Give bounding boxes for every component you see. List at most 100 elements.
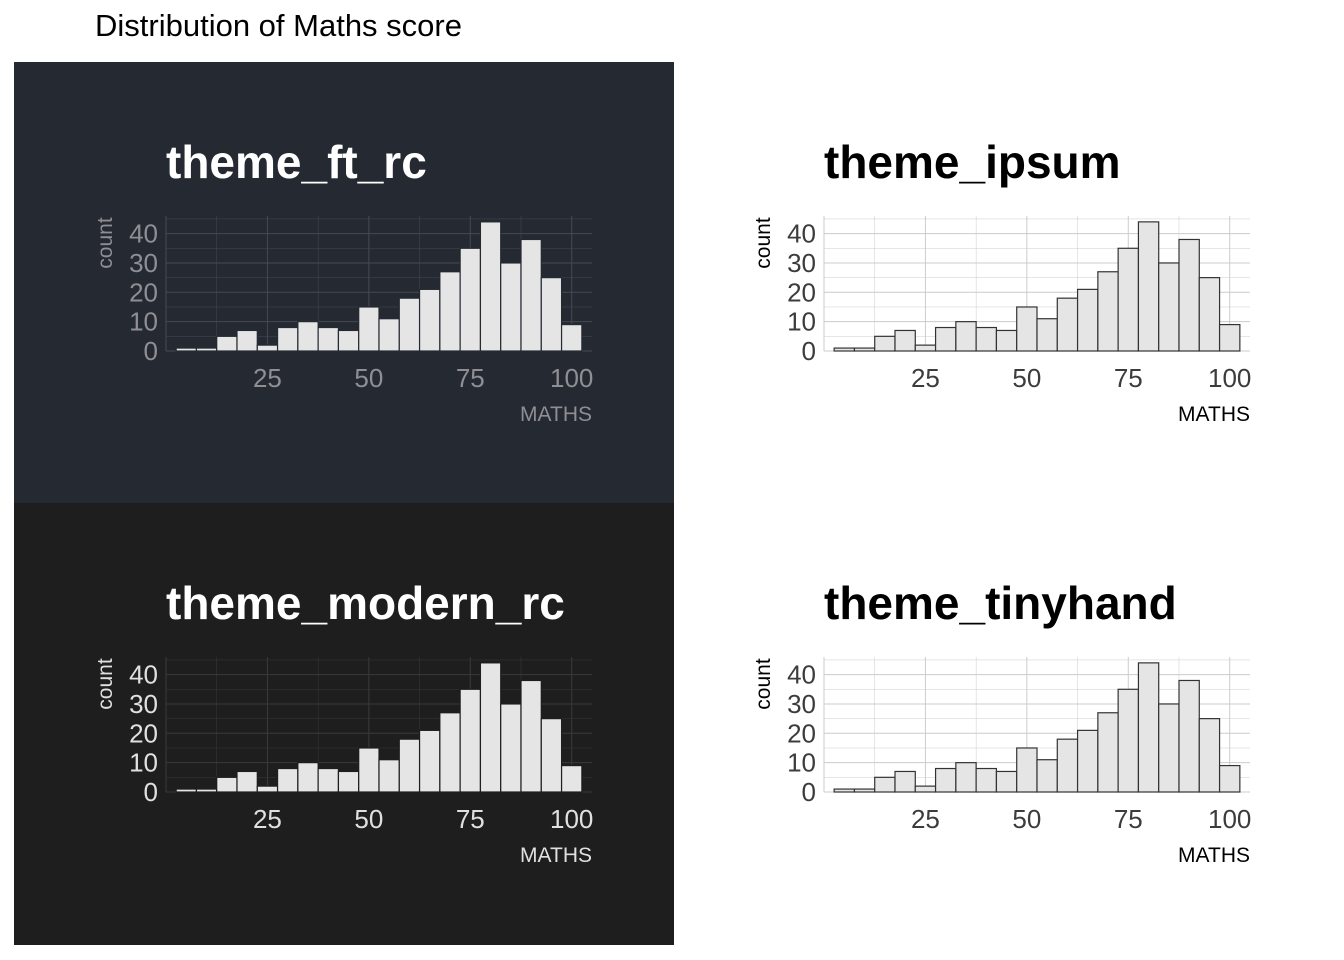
y-tick-label: 30 xyxy=(787,689,816,719)
y-tick-label: 10 xyxy=(787,307,816,337)
page-title: Distribution of Maths score xyxy=(95,8,462,43)
histogram-bar xyxy=(236,770,258,793)
histogram-bar xyxy=(297,762,319,793)
y-tick-label: 0 xyxy=(144,336,158,366)
histogram-bar xyxy=(276,767,299,793)
y-tick-label: 20 xyxy=(129,277,158,307)
histogram-bar xyxy=(317,767,340,793)
histogram-bar xyxy=(914,785,937,793)
histogram-bar xyxy=(1056,297,1079,352)
histogram-bar xyxy=(439,271,461,352)
histogram-bar xyxy=(833,347,856,352)
x-tick-label: 25 xyxy=(253,363,282,393)
y-tick-label: 0 xyxy=(802,777,816,807)
histogram-bar xyxy=(1198,277,1221,352)
histogram-bar xyxy=(297,321,319,352)
bars xyxy=(175,221,583,352)
histogram-bar xyxy=(358,747,380,793)
histogram-bar xyxy=(1016,747,1038,793)
histogram-bar xyxy=(195,347,218,352)
histogram-bar xyxy=(216,335,238,352)
x-tick-label: 25 xyxy=(911,363,940,393)
x-tick-label: 100 xyxy=(550,804,593,834)
y-tick-label: 20 xyxy=(787,277,816,307)
y-axis-label: count xyxy=(94,217,117,269)
histogram-bar xyxy=(520,679,542,793)
histogram-bar xyxy=(337,770,360,793)
histogram-bar xyxy=(418,288,441,352)
x-axis-label: MATHS xyxy=(520,844,592,867)
histogram-bar xyxy=(398,738,421,793)
bars xyxy=(833,221,1241,352)
histogram-bar xyxy=(276,326,299,352)
y-tick-label: 40 xyxy=(787,219,816,249)
x-tick-label: 50 xyxy=(354,804,383,834)
histogram-bar xyxy=(398,297,421,352)
histogram-bar xyxy=(337,329,360,352)
histogram-bar xyxy=(874,335,896,352)
histogram-bar xyxy=(479,221,502,352)
y-axis-label: count xyxy=(752,217,775,269)
histogram-bar xyxy=(934,767,957,793)
y-tick-label: 0 xyxy=(802,336,816,366)
chart-panel-modern-rc: 0 10 20 30 40 25 50 75 100 MATHS count theme_modern… xyxy=(14,503,674,945)
histogram-bar xyxy=(560,764,583,793)
histogram-bar xyxy=(894,329,916,352)
x-tick-label: 75 xyxy=(1114,363,1143,393)
x-axis-label: MATHS xyxy=(520,403,592,426)
x-tick-label: 100 xyxy=(1208,804,1251,834)
bars xyxy=(833,662,1241,793)
bars xyxy=(175,662,583,793)
histogram-bar xyxy=(975,326,998,352)
histogram-bar xyxy=(479,662,502,793)
y-tick-label: 40 xyxy=(787,660,816,690)
panel-background xyxy=(14,503,674,945)
histogram-bar xyxy=(853,788,876,793)
histogram-bar xyxy=(995,329,1018,352)
x-tick-label: 75 xyxy=(456,363,485,393)
x-tick-label: 100 xyxy=(550,363,593,393)
x-tick-label: 75 xyxy=(456,804,485,834)
histogram-bar xyxy=(418,729,441,793)
histogram-bar xyxy=(914,344,937,352)
histogram-bar xyxy=(1137,662,1160,793)
histogram-bar xyxy=(500,262,522,352)
histogram-bar xyxy=(833,788,856,793)
y-tick-label: 0 xyxy=(144,777,158,807)
histogram-bar xyxy=(853,347,876,352)
y-tick-label: 20 xyxy=(129,718,158,748)
chart-panel-ft-rc: 0 10 20 30 40 25 50 75 100 MATHS count theme_ft_rc xyxy=(14,62,674,504)
histogram-bar xyxy=(1218,323,1241,352)
histogram-bar xyxy=(378,318,400,352)
histogram-bar xyxy=(1178,679,1200,793)
y-tick-label: 30 xyxy=(129,689,158,719)
x-tick-label: 25 xyxy=(253,804,282,834)
histogram-bar xyxy=(256,344,279,352)
histogram-bar xyxy=(995,770,1018,793)
histogram-bar xyxy=(317,326,340,352)
x-tick-label: 50 xyxy=(1012,363,1041,393)
histogram-bar xyxy=(520,238,542,352)
histogram-bar xyxy=(1016,306,1038,352)
histogram-bar xyxy=(1076,729,1099,793)
x-axis-label: MATHS xyxy=(1178,403,1250,426)
histogram-bar xyxy=(874,776,896,793)
y-axis-label: count xyxy=(752,658,775,710)
y-tick-label: 10 xyxy=(129,307,158,337)
histogram-bar xyxy=(1137,221,1160,352)
y-tick-label: 30 xyxy=(787,248,816,278)
y-tick-label: 30 xyxy=(129,248,158,278)
chart-title: theme_ft_rc xyxy=(166,136,427,188)
y-axis-label: count xyxy=(94,658,117,710)
histogram-bar xyxy=(175,347,198,352)
chart-panel-tinyhand: 0 10 20 30 40 25 50 75 100 MATHS count theme_tinyha… xyxy=(672,503,1332,945)
histogram-bar xyxy=(1097,271,1119,352)
histogram-bar xyxy=(1158,703,1180,793)
x-tick-label: 50 xyxy=(354,363,383,393)
y-tick-label: 20 xyxy=(787,718,816,748)
histogram-bar xyxy=(1056,738,1079,793)
x-axis-label: MATHS xyxy=(1178,844,1250,867)
